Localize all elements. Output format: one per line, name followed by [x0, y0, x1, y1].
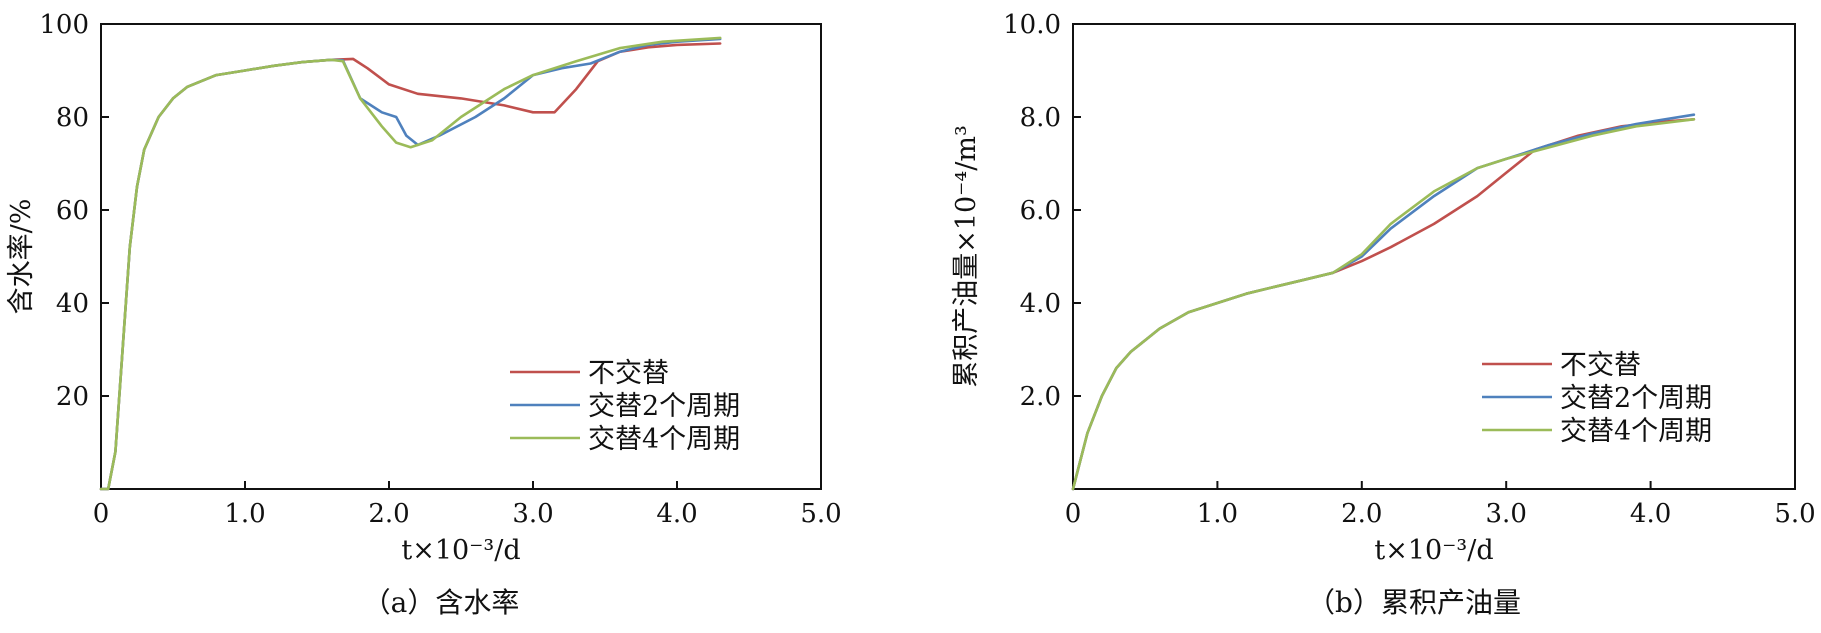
- x-tick-label: 5.0: [1774, 499, 1815, 529]
- y-tick-label: 20: [56, 382, 89, 412]
- legend-label-2: 交替4个周期: [1560, 416, 1712, 447]
- x-tick-label: 4.0: [1630, 499, 1671, 529]
- panel-caption: （a）含水率: [363, 586, 520, 619]
- y-tick-label: 2.0: [1020, 382, 1061, 412]
- series-line-2: [99, 36, 722, 491]
- legend-label-0: 不交替: [588, 358, 669, 389]
- x-tick-label: 0: [1065, 499, 1082, 529]
- y-axis-label: 累积产油量×10⁻⁴/m³: [951, 125, 982, 388]
- panel-caption: （b）累积产油量: [1307, 586, 1521, 619]
- y-axis-label: 含水率/%: [6, 199, 37, 315]
- x-tick-label: 1.0: [1197, 499, 1238, 529]
- x-tick-label: 3.0: [512, 499, 553, 529]
- y-tick-label: 60: [56, 196, 89, 226]
- legend-label-1: 交替2个周期: [1560, 383, 1712, 414]
- plot-frame: [100, 23, 822, 490]
- y-tick-label: 40: [56, 289, 89, 319]
- x-axis-label: t×10⁻³/d: [1374, 535, 1493, 566]
- legend-label-1: 交替2个周期: [588, 391, 740, 422]
- x-tick-label: 2.0: [1341, 499, 1382, 529]
- y-tick-label: 8.0: [1020, 103, 1061, 133]
- legend-label-0: 不交替: [1560, 350, 1641, 381]
- x-tick-label: 2.0: [368, 499, 409, 529]
- plot-frame: [1072, 23, 1796, 490]
- x-axis-label: t×10⁻³/d: [401, 535, 520, 566]
- chart-panel-1: 0 1.0 2.0 3.0 4.0 5.0 2.0 4.0 6.0 8.0 10.0 不交替交替2个周…: [951, 10, 1816, 619]
- y-tick-label: 4.0: [1020, 289, 1061, 319]
- chart-panel-0: 0 1.0 2.0 3.0 4.0 5.0 20 40 60 80 100 不交替交替2个周期交替4个…: [6, 10, 842, 619]
- series-line-0: [99, 42, 722, 491]
- x-tick-label: 5.0: [800, 499, 841, 529]
- series-line-2: [1071, 118, 1696, 491]
- y-tick-label: 80: [56, 103, 89, 133]
- y-tick-label: 6.0: [1020, 196, 1061, 226]
- x-tick-label: 0: [93, 499, 110, 529]
- x-tick-label: 1.0: [224, 499, 265, 529]
- y-tick-label: 10.0: [1003, 10, 1061, 40]
- legend-label-2: 交替4个周期: [588, 424, 740, 455]
- y-tick-label: 100: [39, 10, 89, 40]
- x-tick-label: 4.0: [656, 499, 697, 529]
- x-tick-label: 3.0: [1486, 499, 1527, 529]
